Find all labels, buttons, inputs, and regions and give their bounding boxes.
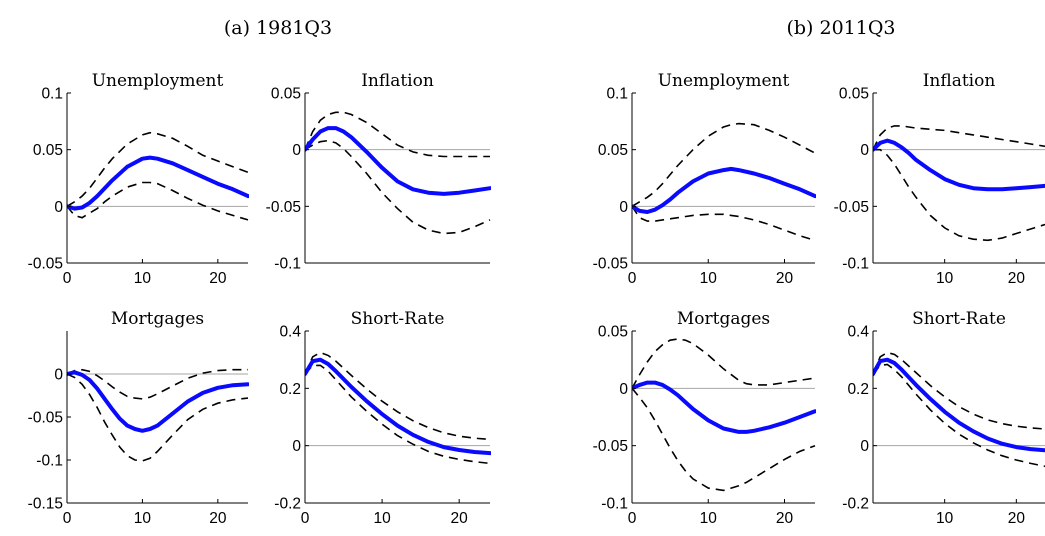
x-tick-label: 20 bbox=[451, 510, 469, 527]
subplot-8: Short-Rate -0.2 0 0.2 0.4 10 20 bbox=[842, 309, 1045, 527]
lower-band-line bbox=[873, 363, 1045, 468]
subplot-3: Mortgages -0.15 -0.1 -0.05 0 0 10 20 bbox=[28, 309, 249, 527]
y-tick-label: 0 bbox=[619, 381, 628, 398]
upper-band-line bbox=[632, 122, 816, 207]
subplot-title: Inflation bbox=[361, 71, 434, 91]
y-tick-label: -0.05 bbox=[28, 256, 63, 273]
panel-a-label: (a) 1981Q3 bbox=[224, 17, 332, 39]
y-tick-label: 0.05 bbox=[271, 86, 301, 103]
y-tick-label: 0.1 bbox=[41, 86, 63, 103]
y-tick-label: -0.05 bbox=[28, 410, 63, 427]
subplot-7: Mortgages -0.1 -0.05 0 0.05 0 10 20 bbox=[593, 309, 816, 527]
upper-band-line bbox=[67, 131, 249, 207]
y-tick-label: -0.15 bbox=[28, 496, 63, 513]
x-tick-label: 10 bbox=[134, 510, 152, 527]
x-tick-label: 0 bbox=[628, 270, 637, 287]
x-tick-label: 10 bbox=[936, 270, 954, 287]
y-tick-label: -0.05 bbox=[593, 256, 628, 273]
upper-band-line bbox=[873, 351, 1045, 430]
upper-band-line bbox=[305, 351, 491, 441]
y-tick-label: 0 bbox=[860, 142, 869, 159]
x-tick-label: 0 bbox=[63, 270, 72, 287]
x-tick-label: 20 bbox=[209, 270, 227, 287]
lower-band-line bbox=[305, 364, 491, 465]
y-tick-label: 0.05 bbox=[598, 324, 628, 341]
lower-band-line bbox=[632, 205, 816, 242]
y-tick-label: 0 bbox=[860, 438, 869, 455]
x-tick-label: 10 bbox=[936, 510, 954, 527]
median-line bbox=[67, 155, 249, 211]
subplot-4: Short-Rate-0.200.20.40 10 20 bbox=[274, 309, 491, 527]
subplot-title: Mortgages bbox=[111, 309, 204, 329]
panel-b-label: (b) 2011Q3 bbox=[786, 17, 895, 39]
y-tick-label: -0.2 bbox=[842, 496, 869, 513]
upper-band-line bbox=[632, 338, 816, 389]
median-line bbox=[632, 380, 816, 434]
y-tick-label: 0 bbox=[54, 367, 63, 384]
lower-band-line bbox=[67, 373, 249, 462]
median-line bbox=[873, 357, 1045, 453]
subplot-2: Inflation -0.1 -0.05 0 0.05 bbox=[266, 71, 491, 273]
y-tick-label: 0 bbox=[292, 142, 301, 159]
lower-band-line bbox=[67, 181, 249, 221]
lower-band-line bbox=[632, 387, 816, 492]
lower-band-line bbox=[305, 139, 491, 235]
x-tick-label: 0 bbox=[628, 510, 637, 527]
median-line bbox=[632, 166, 816, 214]
y-tick-label: 0.1 bbox=[606, 86, 628, 103]
y-tick-label: -0.1 bbox=[842, 256, 869, 273]
median-line bbox=[873, 138, 1045, 192]
y-tick-label: 0.4 bbox=[847, 324, 869, 341]
median-line bbox=[67, 370, 249, 433]
lower-band-line bbox=[873, 148, 1045, 242]
x-tick-label: 10 bbox=[134, 270, 152, 287]
upper-band-line bbox=[873, 125, 1045, 151]
upper-band-line bbox=[305, 111, 490, 158]
y-tick-label: 0 bbox=[54, 199, 63, 216]
y-tick-label: 0.2 bbox=[847, 381, 869, 398]
x-tick-label: 20 bbox=[209, 510, 227, 527]
x-tick-label: 10 bbox=[700, 510, 718, 527]
y-tick-label: 0 bbox=[619, 199, 628, 216]
subplot-title: Short-Rate bbox=[912, 309, 1006, 329]
x-tick-label: 20 bbox=[776, 270, 794, 287]
y-tick-label: 0 bbox=[292, 438, 301, 455]
x-tick-label: 20 bbox=[1008, 510, 1026, 527]
y-tick-label: 0.4 bbox=[279, 324, 301, 341]
y-tick-label: -0.05 bbox=[834, 199, 869, 216]
y-tick-label: -0.1 bbox=[274, 256, 301, 273]
subplot-6: Inflation -0.1 -0.05 0 0.05 10 20 bbox=[834, 71, 1045, 287]
subplot-title: Inflation bbox=[923, 71, 996, 91]
y-tick-label: 0.05 bbox=[598, 142, 628, 159]
y-tick-label: 0.05 bbox=[33, 142, 63, 159]
subplot-title: Unemployment bbox=[92, 71, 224, 91]
y-tick-label: -0.05 bbox=[593, 438, 628, 455]
x-tick-label: 0 bbox=[301, 510, 310, 527]
subplot-title: Mortgages bbox=[677, 309, 770, 329]
y-tick-label: -0.1 bbox=[36, 453, 63, 470]
y-tick-label: 0.2 bbox=[279, 381, 301, 398]
median-line bbox=[305, 357, 491, 456]
median-line bbox=[305, 126, 491, 196]
x-tick-label: 20 bbox=[776, 510, 794, 527]
y-tick-label: -0.2 bbox=[274, 496, 301, 513]
x-tick-label: 20 bbox=[1008, 270, 1026, 287]
subplot-title: Short-Rate bbox=[351, 309, 445, 329]
y-tick-label: 0.05 bbox=[839, 86, 869, 103]
x-tick-label: 10 bbox=[373, 510, 391, 527]
x-tick-label: 10 bbox=[700, 270, 718, 287]
y-tick-label: -0.1 bbox=[601, 496, 628, 513]
x-tick-label: 0 bbox=[63, 510, 72, 527]
y-tick-label: -0.05 bbox=[266, 199, 301, 216]
upper-band-line bbox=[67, 368, 248, 400]
subplot-title: Unemployment bbox=[658, 71, 790, 91]
